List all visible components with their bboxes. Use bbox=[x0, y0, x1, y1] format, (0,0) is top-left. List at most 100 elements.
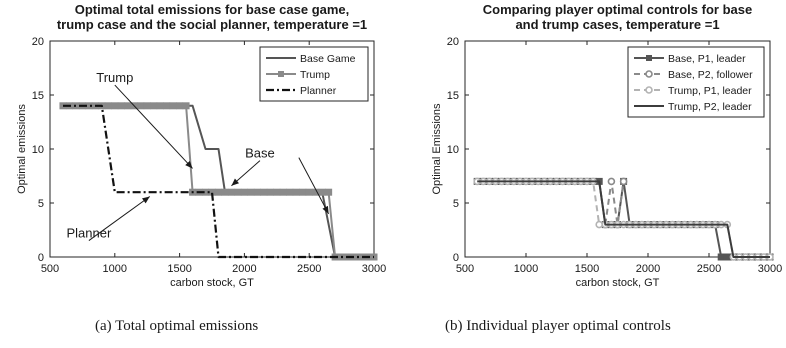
data-point bbox=[227, 188, 235, 196]
data-point bbox=[234, 188, 242, 196]
legend: Base, P1, leader Base, P2, follower Trump,… bbox=[627, 46, 765, 118]
data-point bbox=[325, 188, 333, 196]
annotation-planner: Planner bbox=[66, 196, 151, 241]
data-point bbox=[266, 188, 274, 196]
data-point bbox=[137, 102, 145, 110]
y-tick-label: 20 bbox=[32, 36, 44, 48]
annotation-base bbox=[298, 157, 330, 215]
legend-marker bbox=[646, 55, 652, 61]
series-line bbox=[63, 104, 374, 258]
data-point bbox=[723, 253, 731, 261]
series-line bbox=[477, 180, 770, 258]
annotation-arrow-head bbox=[141, 196, 150, 204]
data-point bbox=[150, 102, 158, 110]
x-tick-label: 500 bbox=[41, 263, 59, 275]
y-axis-label: Optimal Emissions bbox=[431, 103, 443, 195]
x-tick-label: 1000 bbox=[514, 263, 538, 275]
legend-label-planner: Planner bbox=[300, 85, 337, 97]
series-line bbox=[63, 104, 374, 259]
y-tick-label: 15 bbox=[447, 90, 459, 102]
chart-title-line: trump case and the social planner, tempe… bbox=[57, 17, 367, 32]
series-line bbox=[604, 180, 625, 226]
data-point bbox=[182, 102, 190, 110]
chart-player-controls: Comparing player optimal controls for ba… bbox=[431, 2, 782, 289]
caption-player-controls: (b) Individual player optimal controls bbox=[445, 318, 671, 334]
y-axis-label: Optimal emissions bbox=[16, 104, 28, 194]
series-planner bbox=[63, 104, 374, 259]
data-point bbox=[318, 188, 326, 196]
annotation-base: Base bbox=[231, 146, 275, 187]
legend-marker bbox=[278, 71, 284, 77]
data-point bbox=[253, 188, 261, 196]
annotation-arrow-head bbox=[231, 178, 240, 186]
data-point bbox=[124, 102, 132, 110]
data-point bbox=[156, 102, 164, 110]
y-tick-label: 15 bbox=[32, 90, 44, 102]
data-point bbox=[111, 102, 119, 110]
legend-label-base-p2-follower: Base, P2, follower bbox=[668, 69, 753, 81]
y-tick-label: 10 bbox=[447, 144, 459, 156]
data-point bbox=[292, 188, 300, 196]
x-tick-label: 2000 bbox=[232, 263, 256, 275]
legend-marker bbox=[645, 86, 653, 94]
annotation-label: Planner bbox=[66, 226, 111, 241]
x-tick-label: 3000 bbox=[758, 263, 782, 275]
x-axis-label: carbon stock, GT bbox=[576, 277, 660, 289]
annotation-label: Trump bbox=[96, 70, 133, 85]
data-point bbox=[619, 177, 628, 186]
data-point bbox=[143, 102, 151, 110]
data-point bbox=[260, 188, 268, 196]
annotation-trump: Trump bbox=[96, 70, 193, 169]
legend-label-trump-p2-leader: Trump, P2, leader bbox=[668, 101, 752, 113]
data-point bbox=[169, 102, 177, 110]
x-tick-label: 2500 bbox=[297, 263, 321, 275]
data-point bbox=[240, 188, 248, 196]
y-tick-label: 5 bbox=[38, 198, 44, 210]
series-trump-p2-leader bbox=[477, 180, 770, 258]
data-point bbox=[607, 177, 616, 186]
data-point bbox=[104, 102, 112, 110]
chart-title-line: and trump cases, temperature =1 bbox=[515, 17, 719, 32]
annotation-arrow-shaft bbox=[88, 196, 151, 241]
y-tick-label: 5 bbox=[453, 198, 459, 210]
x-tick-label: 1500 bbox=[575, 263, 599, 275]
chart-title-line: Comparing player optimal controls for ba… bbox=[483, 2, 752, 17]
data-point bbox=[163, 102, 171, 110]
data-point bbox=[221, 188, 229, 196]
data-point bbox=[595, 220, 603, 229]
series-base-game bbox=[63, 104, 374, 258]
legend-marker bbox=[645, 70, 653, 78]
annotation-arrow-head bbox=[185, 160, 193, 169]
x-tick-label: 500 bbox=[456, 263, 474, 275]
x-axis-label: carbon stock, GT bbox=[170, 277, 254, 289]
annotation-arrow-shaft bbox=[114, 84, 193, 169]
x-tick-label: 3000 bbox=[362, 263, 386, 275]
data-point bbox=[117, 102, 125, 110]
data-point bbox=[717, 253, 725, 261]
legend: Base Game Trump Planner bbox=[259, 46, 369, 102]
x-tick-label: 1000 bbox=[103, 263, 127, 275]
y-tick-label: 0 bbox=[453, 252, 459, 264]
caption-total-emissions: (a) Total optimal emissions bbox=[95, 318, 259, 334]
legend-label-base-p1-leader: Base, P1, leader bbox=[668, 53, 746, 65]
data-point bbox=[247, 188, 255, 196]
x-tick-label: 2000 bbox=[636, 263, 660, 275]
legend-label-trump: Trump bbox=[300, 69, 330, 81]
annotation-arrow-head bbox=[322, 205, 329, 214]
data-point bbox=[279, 188, 287, 196]
y-tick-label: 0 bbox=[38, 252, 44, 264]
x-tick-label: 2500 bbox=[697, 263, 721, 275]
data-point bbox=[299, 188, 307, 196]
annotation-label: Base bbox=[245, 146, 275, 161]
data-point bbox=[176, 102, 184, 110]
x-tick-label: 1500 bbox=[167, 263, 191, 275]
data-point bbox=[305, 188, 313, 196]
y-tick-label: 10 bbox=[32, 144, 44, 156]
annotation-arrow-shaft bbox=[298, 157, 330, 215]
data-point bbox=[286, 188, 294, 196]
legend-label-trump-p1-leader: Trump, P1, leader bbox=[668, 85, 752, 97]
chart-total-emissions: Optimal total emissions for base case ga… bbox=[16, 2, 386, 289]
data-point bbox=[214, 188, 222, 196]
chart-title-line: Optimal total emissions for base case ga… bbox=[75, 2, 350, 17]
legend-label-base-game: Base Game bbox=[300, 53, 356, 65]
